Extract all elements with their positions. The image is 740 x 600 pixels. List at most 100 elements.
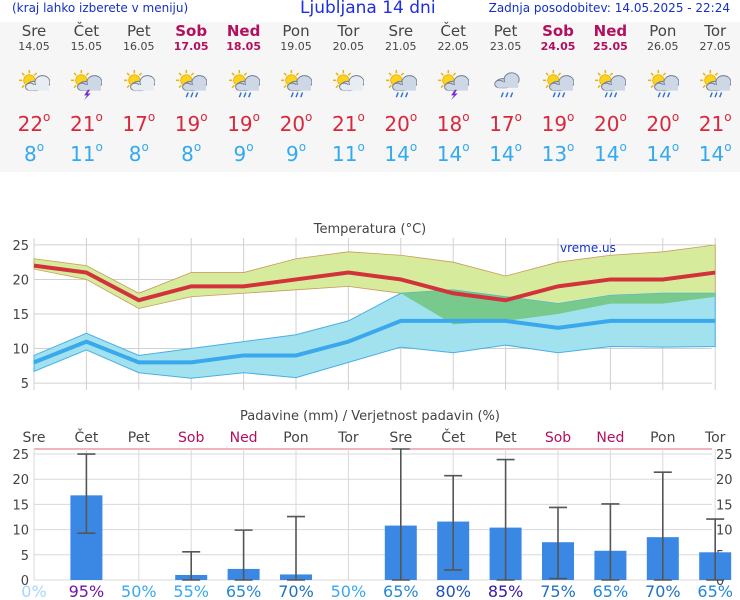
max-temperature: 18o [427, 110, 479, 136]
degree-symbol: o [462, 110, 470, 124]
y-tick-label-right: 15 [716, 498, 733, 513]
forecast-date: 21.05 [385, 40, 417, 53]
watermark: vreme.us [560, 241, 616, 255]
min-temperature-value: 8 [181, 142, 194, 166]
precipitation-error-bar [182, 550, 201, 581]
y-tick-label-right: 25 [716, 448, 733, 463]
degree-symbol: o [43, 110, 51, 124]
sun-cloud-icon [19, 70, 50, 92]
max-temperature: 21o [689, 110, 740, 136]
min-temperature: 14o [584, 140, 636, 166]
forecast-date: 18.05 [226, 40, 261, 53]
precipitation-probability: 50% [121, 582, 157, 600]
min-temperature-value: 14 [593, 142, 620, 166]
forecast-day: Sre 21.05 20o 14o [375, 22, 427, 172]
y-tick-label: 20 [12, 273, 29, 288]
forecast-day: Ned 25.05 20o 14o [584, 22, 636, 172]
max-temperature-value: 21 [698, 112, 725, 136]
max-temperature-value: 20 [646, 112, 672, 136]
overlap-range-band [34, 289, 716, 325]
forecast-day: Pet 16.05 17o 8o [113, 22, 165, 172]
max-temperature: 19o [165, 110, 217, 136]
forecast-day-name: Sre [388, 22, 414, 40]
forecast-date: 16.05 [123, 40, 155, 53]
degree-symbol: o [514, 110, 522, 124]
precipitation-day-label: Tor [337, 430, 359, 446]
forecast-date: 14.05 [18, 40, 50, 53]
min-temperature: 9o [270, 140, 322, 166]
min-temperature-value: 14 [384, 142, 410, 166]
max-temperature: 17o [480, 110, 532, 136]
location-menu-hint[interactable]: (kraj lahko izberete v meniju) [12, 1, 189, 15]
precipitation-probability: 50% [331, 582, 367, 600]
precipitation-error-bar [706, 518, 725, 581]
max-temperature-value: 21 [331, 112, 358, 136]
forecast-date: 15.05 [70, 40, 103, 53]
degree-symbol: o [246, 140, 254, 154]
precipitation-day-label: Ned [596, 430, 624, 446]
y-tick-label-left: 10 [12, 524, 29, 539]
max-temperature: 20o [584, 110, 636, 136]
forecast-day-name: Ned [226, 22, 261, 40]
precipitation-error-bar [234, 529, 253, 581]
degree-symbol: o [357, 110, 365, 124]
y-tick-label-left: 0 [21, 574, 29, 589]
degree-symbol: o [305, 110, 313, 124]
forecast-day-name: Sob [542, 22, 574, 40]
forecast-day-name: Pet [126, 22, 151, 40]
max-temperature-value: 20 [279, 112, 306, 136]
y-tick-label-right: 10 [716, 524, 733, 539]
forecast-date: 23.05 [489, 40, 522, 53]
precipitation-day-label: Pet [128, 430, 151, 446]
forecast-day-name: Tor [704, 22, 727, 40]
forecast-day-name: Sre [21, 22, 47, 40]
precipitation-probability: 65% [593, 582, 629, 600]
y-tick-label-left: 5 [21, 549, 29, 564]
precipitation-probability: 0% [21, 582, 46, 600]
y-tick-label-right: 0 [716, 574, 724, 589]
precipitation-error-bar [77, 453, 96, 534]
sun-cloud-rain-icon [700, 70, 732, 98]
precipitation-day-label: Sob [178, 430, 204, 446]
degree-symbol: o [567, 140, 575, 154]
sun-cloud-rain-icon [228, 70, 260, 98]
forecast-day: Sre 14.05 22o 8o [8, 22, 60, 172]
page-header: (kraj lahko izberete v meniju) Ljubljana… [0, 0, 740, 20]
min-temperature-value: 9 [285, 142, 299, 166]
forecast-day-name: Ned [593, 22, 628, 40]
forecast-day: Pon 19.05 20o 9o [270, 22, 322, 172]
y-tick-label: 5 [21, 377, 29, 392]
degree-symbol: o [567, 110, 575, 124]
max-temperature: 20o [637, 110, 689, 136]
max-temperature-value: 18 [436, 112, 463, 136]
y-tick-label-left: 20 [12, 473, 29, 488]
min-temperature: 14o [689, 140, 740, 166]
max-temperature: 20o [270, 110, 322, 136]
min-temperature: 8o [113, 140, 165, 166]
forecast-date: 24.05 [540, 40, 576, 53]
min-temperature-value: 14 [698, 142, 725, 166]
precipitation-day-label: Tor [704, 430, 726, 446]
precipitation-error-bar [287, 515, 305, 581]
cloud-rain-icon [493, 72, 520, 98]
y-tick-label: 15 [12, 308, 29, 323]
forecast-day: Ned 18.05 19o 9o [218, 22, 270, 172]
degree-symbol: o [95, 110, 103, 124]
forecast-date: 26.05 [647, 40, 679, 53]
precipitation-error-bar [549, 506, 567, 580]
min-temperature-value: 14 [489, 142, 515, 166]
precipitation-probability: 95% [69, 582, 105, 600]
precipitation-probability: 65% [697, 582, 733, 600]
precipitation-error-bar [444, 474, 463, 571]
y-tick-label-left: 15 [12, 498, 29, 513]
forecast-date: 19.05 [280, 40, 312, 53]
degree-symbol: o [357, 140, 365, 154]
sun-cloud-rain-icon [595, 70, 627, 98]
precipitation-day-label: Sob [545, 430, 571, 446]
forecast-date: 22.05 [437, 40, 469, 53]
min-temperature: 8o [165, 140, 217, 166]
sun-cloud-thunder-icon [438, 70, 470, 100]
precipitation-probability: 55% [173, 582, 209, 600]
forecast-day: Čet 15.05 21o 11o [60, 22, 112, 172]
